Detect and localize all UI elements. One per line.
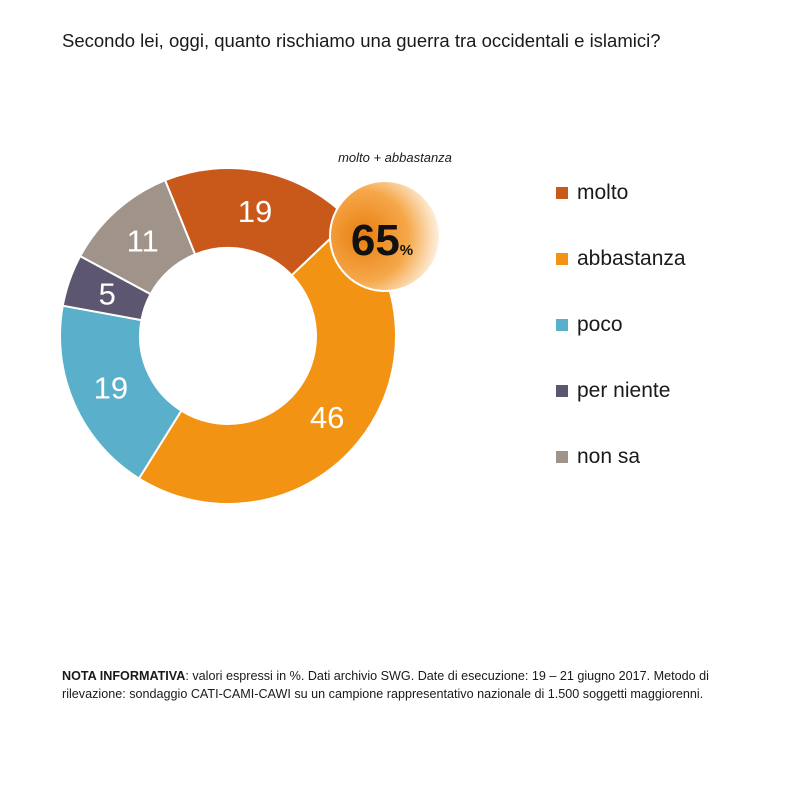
data-label-molto: 19 [238, 194, 272, 229]
footnote-label: NOTA INFORMATIVA [62, 669, 186, 683]
chart-title: Secondo lei, oggi, quanto rischiamo una … [62, 30, 661, 51]
data-label-non-sa: 11 [127, 224, 159, 259]
donut-data-labels: 19 46 19 5 11 [94, 194, 345, 435]
slice-abbastanza [137, 218, 397, 505]
highlight-label: molto + abbastanza [338, 150, 452, 165]
highlight-circle [329, 180, 441, 292]
data-label-poco: 19 [94, 371, 128, 406]
highlight-bubble: 65% [329, 180, 441, 292]
highlight-value: 65% [351, 216, 413, 265]
legend-label: per niente [577, 379, 671, 402]
legend-swatch [556, 451, 568, 463]
footnote-text: : valori espressi in %. Dati archivio SW… [62, 669, 709, 701]
legend-label: non sa [577, 445, 641, 468]
legend-swatch [556, 187, 568, 199]
data-label-abbastanza: 46 [310, 400, 344, 435]
legend-swatch [556, 319, 568, 331]
slice-non-sa [78, 178, 197, 296]
data-label-per-niente: 5 [99, 276, 116, 311]
legend-label: abbastanza [577, 247, 686, 270]
legend-label: molto [577, 181, 629, 204]
footnote: NOTA INFORMATIVA: valori espressi in %. … [62, 667, 762, 703]
donut-slices [59, 167, 397, 505]
slice-poco [59, 304, 183, 480]
legend-swatch [556, 385, 568, 397]
legend-label: poco [577, 313, 623, 336]
legend-swatch [556, 253, 568, 265]
